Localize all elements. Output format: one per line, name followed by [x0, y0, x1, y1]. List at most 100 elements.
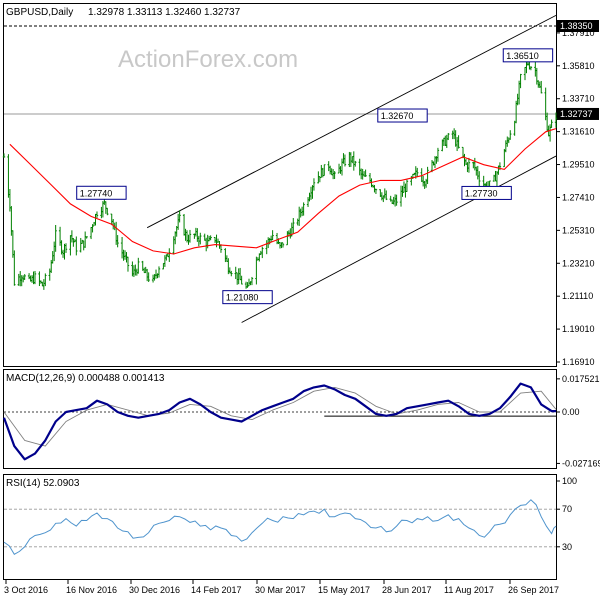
price-bar: [230, 270, 233, 277]
price-bar: [455, 137, 459, 152]
price-bar: [135, 268, 139, 276]
price-bar: [94, 213, 97, 226]
price-bar: [540, 80, 543, 94]
price-bar: [194, 227, 198, 237]
price-bar: [182, 214, 186, 236]
price-bar: [250, 276, 254, 286]
price-bar: [2, 153, 6, 158]
price-bar: [331, 169, 335, 180]
rsi-title: RSI(14) 52.0903: [6, 478, 80, 489]
price-bar: [426, 166, 429, 185]
price-bar: [317, 171, 320, 184]
price-bar: [42, 279, 46, 290]
price-bar: [116, 235, 119, 248]
price-bar: [537, 80, 540, 88]
price-bar: [114, 221, 118, 245]
price-bar: [7, 154, 10, 198]
price-bar: [550, 119, 553, 128]
macd-tick-label: 0.017521: [562, 374, 600, 384]
price-bar: [421, 175, 425, 187]
price-bar: [82, 240, 85, 251]
price-bar: [17, 273, 20, 286]
price-bar: [199, 232, 202, 245]
price-bar: [27, 273, 31, 280]
x-tick-label: 3 Oct 2016: [4, 585, 48, 595]
price-bar: [382, 195, 385, 203]
price-bar: [11, 230, 15, 258]
price-bar: [188, 229, 192, 243]
price-bar: [100, 206, 103, 219]
price-bar: [91, 224, 94, 233]
price-bar: [162, 262, 165, 270]
price-bar: [514, 100, 518, 124]
price-bar: [134, 264, 137, 276]
price-bar: [33, 270, 37, 285]
price-bar: [215, 234, 218, 248]
price-tick-label: 1.33710: [562, 94, 595, 104]
price-bar: [401, 185, 404, 197]
price-bar: [452, 128, 456, 140]
price-bar: [271, 230, 274, 241]
price-bar: [495, 170, 499, 187]
macd-tick-label: -0.027169: [562, 458, 600, 468]
price-bar: [416, 167, 419, 178]
price-bar: [320, 164, 323, 179]
price-bar: [442, 137, 446, 146]
price-bar: [95, 211, 99, 218]
price-bar: [50, 259, 53, 273]
price-bar: [351, 156, 354, 164]
chart-ohlc: 1.32978 1.33113 1.32460 1.32737: [88, 7, 241, 18]
annotation-box: [222, 290, 273, 305]
price-bar: [311, 185, 314, 199]
price-bar: [154, 269, 158, 279]
price-bar: [352, 151, 355, 171]
rsi-layer: 100 70 30: [3, 476, 577, 555]
annotation-label: 1.27730: [465, 188, 498, 198]
price-bar: [457, 135, 460, 149]
price-bar: [529, 66, 533, 71]
price-bar: [349, 152, 353, 167]
price-bar: [244, 281, 248, 289]
price-bar: [269, 235, 273, 243]
macd-layer: 0.017521 0.00 -0.027169: [2, 374, 600, 468]
price-bar: [482, 175, 485, 188]
price-bar: [534, 61, 537, 77]
price-bar: [240, 275, 243, 285]
price-bar: [48, 268, 51, 281]
price-bar: [516, 93, 519, 106]
annotation-label: 1.27740: [80, 188, 113, 198]
price-bar: [523, 66, 527, 81]
price-tick-label: 1.37910: [562, 28, 595, 38]
price-bar: [235, 272, 239, 285]
price-bar: [306, 197, 310, 207]
price-bar: [517, 80, 521, 105]
price-tick-label: 1.35810: [562, 61, 595, 71]
price-bar: [72, 237, 75, 247]
price-bar: [256, 257, 260, 261]
price-bar: [58, 226, 62, 246]
price-bar: [389, 195, 392, 202]
price-bar: [436, 147, 440, 162]
price-bar: [157, 266, 161, 278]
price-panel-frame: [3, 3, 557, 367]
price-bar: [497, 165, 500, 175]
price-bar: [473, 157, 477, 171]
price-bar: [312, 178, 316, 191]
price-bar: [374, 188, 378, 195]
price-bar: [64, 243, 68, 253]
price-bar: [447, 133, 450, 141]
price-bar: [354, 160, 357, 167]
macd-title: MACD(12,26,9) 0.000488 0.001413: [6, 373, 165, 384]
price-bar: [358, 158, 361, 176]
price-bar: [168, 248, 171, 262]
x-tick-label: 16 Nov 2016: [66, 585, 117, 595]
price-bar: [466, 162, 469, 173]
price-bar: [122, 249, 125, 261]
price-bar: [132, 265, 136, 278]
price-tick-label: 1.27410: [562, 192, 595, 202]
price-bar: [297, 206, 301, 226]
x-tick-label: 28 Jun 2017: [382, 585, 432, 595]
channel-line-lower: [241, 155, 557, 323]
price-bar: [54, 225, 57, 252]
price-bar: [361, 168, 364, 180]
